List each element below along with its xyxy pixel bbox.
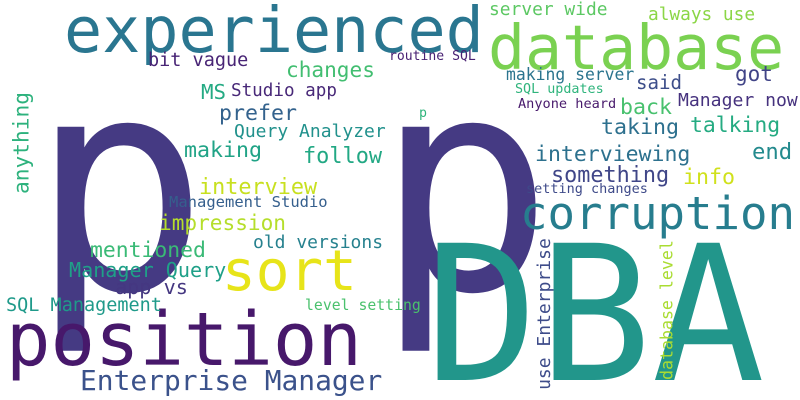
cloud-word-got: got [735, 62, 773, 87]
cloud-word-corruption: corruption [520, 187, 796, 241]
cloud-word-use-enterprise: use Enterprise [533, 238, 555, 390]
cloud-word-setting-changes: setting changes [526, 181, 648, 198]
cloud-word-manager-query: Manager Query [69, 257, 227, 282]
cloud-word-studio-app: Studio app [231, 81, 337, 102]
cloud-word-interview: interview [199, 175, 318, 201]
cloud-word-mentioned: mentioned [90, 238, 206, 264]
cloud-word-level-setting: level setting [305, 296, 421, 314]
cloud-word-sql-updates: SQL updates [515, 82, 604, 98]
cloud-word-end: end [752, 138, 793, 165]
cloud-word-app-vs: app vs [115, 274, 188, 299]
cloud-word-making: making [184, 138, 263, 164]
cloud-word-database-level: database level [657, 240, 677, 380]
cloud-word-ms: MS [201, 79, 227, 104]
cloud-word-query-analyzer: Query Analyzer [234, 120, 386, 142]
cloud-word-manager-now: Manager now [678, 89, 798, 111]
cloud-word-taking: taking [601, 115, 680, 141]
cloud-word-experienced: experienced [64, 0, 484, 68]
cloud-word-follow: follow [303, 144, 383, 170]
cloud-word-p-large-center: p [375, 14, 554, 360]
cloud-word-routine-sql: routine SQL [389, 49, 476, 65]
cloud-word-sort: sort [222, 239, 357, 304]
cloud-word-info: info [683, 165, 736, 191]
cloud-word-anything: anything [8, 91, 34, 195]
cloud-word-said: said [636, 71, 682, 95]
cloud-word-making-server: making server [506, 64, 635, 84]
cloud-word-something: something [551, 163, 670, 189]
cloud-word-changes: changes [286, 57, 375, 83]
cloud-word-prefer: prefer [219, 101, 298, 127]
cloud-word-bit-vague: bit vague [148, 49, 249, 71]
cloud-word-server-wide: server wide [489, 0, 608, 21]
cloud-word-dba: DBA [425, 205, 765, 400]
cloud-word-always-use: always use [648, 4, 756, 26]
cloud-word-old-versions: old versions [253, 232, 384, 253]
cloud-word-p-small: p [419, 106, 428, 122]
cloud-word-sql-management: SQL Management [6, 294, 162, 316]
cloud-word-database: database [488, 12, 785, 85]
cloud-word-position: position [6, 297, 362, 384]
cloud-word-enterprise-manager: Enterprise Manager [80, 364, 383, 398]
cloud-word-anyone-heard: Anyone heard [518, 96, 617, 113]
cloud-word-talking: talking [690, 113, 781, 139]
cloud-word-impression: impression [159, 210, 286, 236]
cloud-word-management-studio: Management Studio [169, 193, 328, 212]
cloud-word-interviewing: interviewing [535, 142, 691, 168]
cloud-word-p-large-left: p [30, 14, 209, 360]
cloud-word-back: back [620, 95, 673, 121]
